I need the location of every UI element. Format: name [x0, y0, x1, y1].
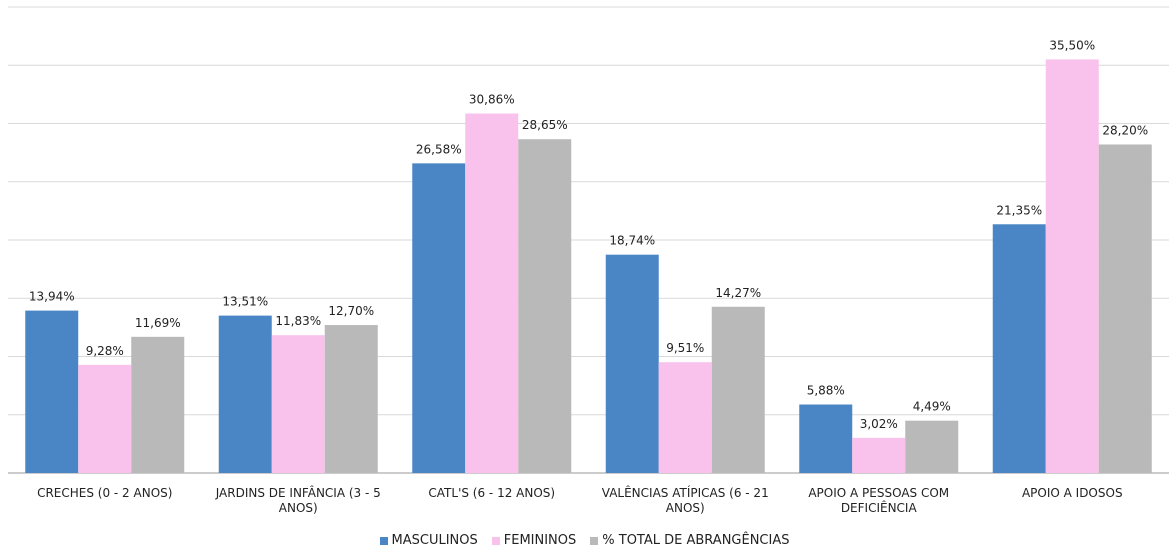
bar: [131, 336, 185, 473]
bar: [412, 163, 466, 473]
data-label: 28,20%: [1102, 123, 1148, 137]
bar: [799, 404, 853, 473]
bar: [271, 335, 325, 473]
data-label: 18,74%: [609, 234, 655, 248]
legend-swatch: [590, 536, 599, 545]
data-label: 13,51%: [222, 295, 268, 309]
data-label: 3,02%: [860, 417, 898, 431]
bar: [518, 139, 572, 474]
legend-item: MASCULINOS: [379, 533, 478, 548]
data-label: 28,65%: [522, 118, 568, 132]
bar: [218, 315, 272, 473]
data-label: 21,35%: [996, 203, 1042, 217]
x-tick-label: CRECHES (0 - 2 ANOS): [37, 486, 173, 500]
legend-item: FEMININOS: [491, 533, 577, 548]
legend: MASCULINOS FEMININOS % TOTAL DE ABRANGÊNCI…: [0, 533, 1169, 548]
x-tick-label: APOIO A IDOSOS: [1021, 486, 1123, 500]
bar: [852, 437, 906, 473]
x-tick-label: VALÊNCIAS ATÍPICAS (6 - 21 ANOS): [601, 486, 769, 515]
bar: [905, 420, 959, 473]
data-label: 11,83%: [275, 314, 321, 328]
legend-swatch: [491, 536, 500, 545]
x-tick-label: CATL'S (6 - 12 ANOS): [428, 486, 556, 500]
data-label: 4,49%: [913, 400, 951, 414]
bar: [1098, 144, 1152, 473]
bar: [78, 364, 132, 473]
x-tick-label: APOIO A PESSOAS COM DEFICIÊNCIA: [808, 486, 950, 515]
data-label: 35,50%: [1049, 38, 1095, 52]
data-label: 26,58%: [416, 142, 462, 156]
legend-swatch: [379, 536, 388, 545]
bar: [465, 113, 519, 473]
bar: [324, 325, 378, 473]
legend-label: MASCULINOS: [391, 533, 478, 548]
data-label: 12,70%: [328, 304, 374, 318]
data-label: 13,94%: [29, 290, 75, 304]
data-label: 5,88%: [807, 383, 845, 397]
bar: [1045, 59, 1099, 474]
data-label: 11,69%: [135, 316, 181, 330]
bar: [711, 306, 765, 473]
bar: [25, 310, 79, 473]
bar: [658, 362, 712, 473]
legend-item: % TOTAL DE ABRANGÊNCIAS: [590, 533, 789, 548]
data-label: 14,27%: [715, 286, 761, 300]
bar: [605, 254, 659, 473]
data-label: 9,28%: [86, 344, 124, 358]
data-label: 30,86%: [469, 92, 515, 106]
legend-label: FEMININOS: [503, 533, 577, 548]
legend-label: % TOTAL DE ABRANGÊNCIAS: [602, 533, 790, 548]
x-tick-label: JARDINS DE INFÂNCIA (3 - 5 ANOS): [215, 486, 381, 515]
bar: [992, 224, 1046, 473]
data-label: 9,51%: [666, 341, 704, 355]
